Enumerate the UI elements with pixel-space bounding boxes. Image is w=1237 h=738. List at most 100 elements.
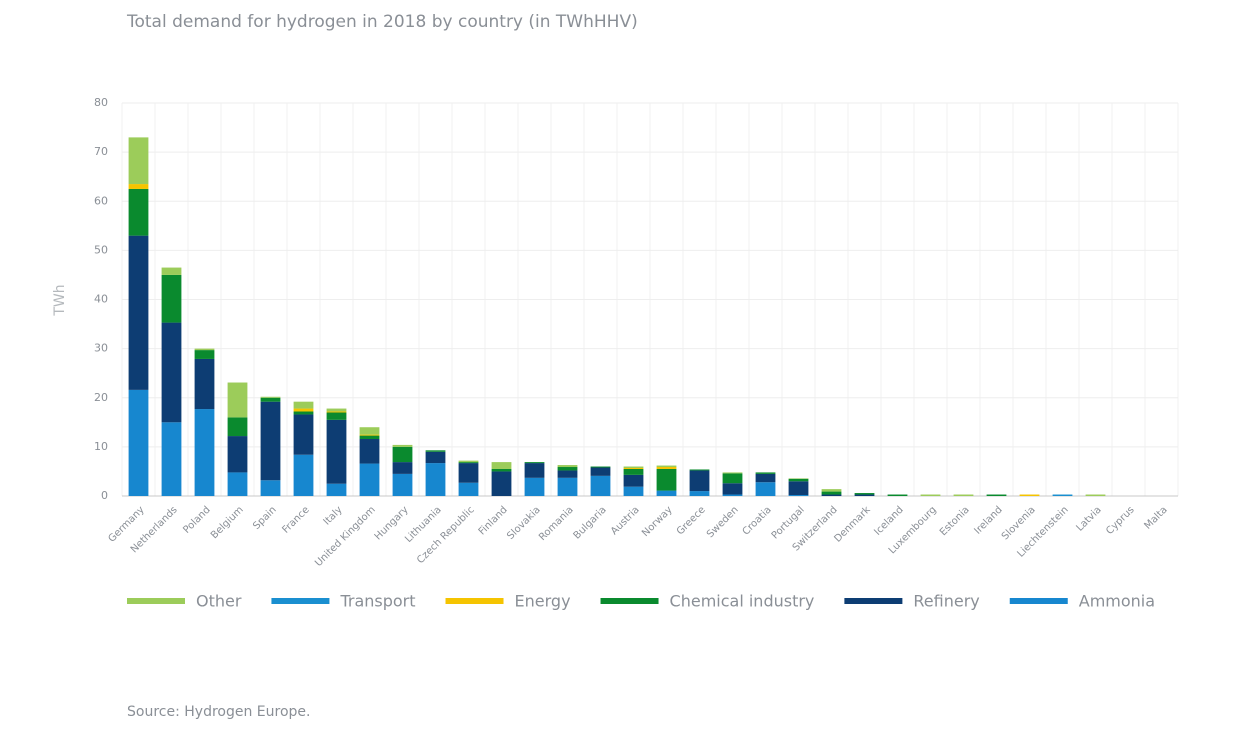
x-tick-label: Poland (181, 504, 212, 535)
bar-segment (557, 467, 578, 471)
bar-segment (194, 358, 215, 410)
bar-segment (128, 184, 149, 189)
y-tick-label: 70 (94, 145, 108, 158)
bar-segment (128, 137, 149, 185)
bar-segment (227, 436, 248, 473)
bar-segment (326, 408, 347, 412)
bar-segment (359, 427, 380, 435)
bar-segment (194, 348, 215, 351)
bar-segment (755, 472, 776, 474)
x-tick-label: Austria (609, 504, 642, 537)
legend-label: Transport (339, 592, 415, 611)
bar-segment (128, 235, 149, 390)
bar-segment (392, 462, 413, 474)
bar-segment (425, 450, 446, 452)
x-tick-label: Latvia (1074, 504, 1103, 533)
bar-segment (689, 491, 710, 496)
bar-segment (458, 460, 479, 463)
y-tick-label: 20 (94, 391, 108, 404)
x-tick-label: Norway (640, 504, 675, 539)
x-tick-label: Sweden (705, 504, 741, 540)
bar-segment (788, 481, 809, 496)
bar-segment (788, 495, 809, 496)
bar-segment (722, 483, 743, 495)
bar-segment (161, 422, 182, 496)
bar-segment (458, 462, 479, 464)
bar-segment (689, 469, 710, 471)
bar-segment (722, 494, 743, 496)
bar-segment (359, 434, 380, 436)
x-tick-label: Bulgaria (572, 504, 609, 541)
bar-segment (359, 435, 380, 440)
bar-segment (722, 472, 743, 474)
x-tick-label: Denmark (832, 504, 872, 544)
bar-segment (656, 465, 677, 468)
bar-segment (524, 463, 545, 478)
bar-segment (623, 466, 644, 468)
legend-label: Energy (515, 592, 571, 611)
bar-segment (557, 470, 578, 478)
bar-segment (458, 482, 479, 496)
x-tick-label: United Kingdom (313, 504, 378, 569)
x-tick-label: Croatia (741, 504, 774, 537)
x-tick-label: Greece (675, 504, 708, 537)
bar-segment (821, 491, 842, 495)
bar-segment (293, 408, 314, 412)
x-tick-label: Italy (322, 504, 345, 527)
bar-segment (755, 482, 776, 496)
bar-segment (821, 494, 842, 496)
bar-segment (656, 467, 677, 469)
bar-segment (128, 389, 149, 496)
bar-segment (260, 480, 281, 496)
bar-segment (590, 475, 611, 496)
bar-segment (260, 396, 281, 398)
bar-segment (161, 267, 182, 275)
bar-segment (854, 494, 875, 496)
bar-segment (392, 446, 413, 463)
bar-segment (326, 483, 347, 496)
bar-segment (194, 350, 215, 359)
bar-segment (161, 274, 182, 323)
x-tick-label: Spain (251, 504, 279, 532)
bar-segment (1052, 494, 1073, 496)
bar-segment (227, 417, 248, 437)
bar-segment (161, 322, 182, 423)
y-tick-label: 80 (94, 96, 108, 109)
bar-segment (623, 474, 644, 487)
x-tick-label: Belgium (209, 504, 246, 541)
bar-segment (656, 468, 677, 491)
bar-segment (986, 494, 1007, 496)
bar-segment (656, 490, 677, 496)
source-note: Source: Hydrogen Europe. (127, 704, 310, 720)
bar-segment (293, 414, 314, 455)
bar-segment (326, 412, 347, 420)
bar-segment (623, 467, 644, 469)
bar-segment (590, 466, 611, 468)
y-tick-label: 50 (94, 243, 108, 256)
x-tick-label: Malta (1142, 504, 1169, 531)
bar-segment (854, 493, 875, 495)
bar-segment (920, 494, 941, 496)
bar-segment (425, 463, 446, 496)
bar-segment (689, 470, 710, 492)
bar-segment (557, 477, 578, 496)
bar-segment (326, 411, 347, 413)
x-tick-label: France (280, 504, 311, 535)
bar-segment (1019, 494, 1040, 496)
bar-segment (821, 489, 842, 492)
bar-segment (590, 467, 611, 476)
bar-segment (293, 411, 314, 415)
bar-segment (392, 444, 413, 447)
bar-segment (260, 397, 281, 402)
bar-segment (392, 473, 413, 496)
bar-segment (623, 486, 644, 496)
bar-segment (623, 468, 644, 475)
bar-segment (293, 401, 314, 409)
bar-segment (458, 463, 479, 483)
legend-label: Chemical industry (670, 592, 815, 611)
x-tick-label: Cyprus (1104, 504, 1136, 536)
y-tick-label: 0 (101, 489, 108, 502)
legend-swatch (445, 598, 504, 604)
legend-label: Other (196, 592, 242, 611)
